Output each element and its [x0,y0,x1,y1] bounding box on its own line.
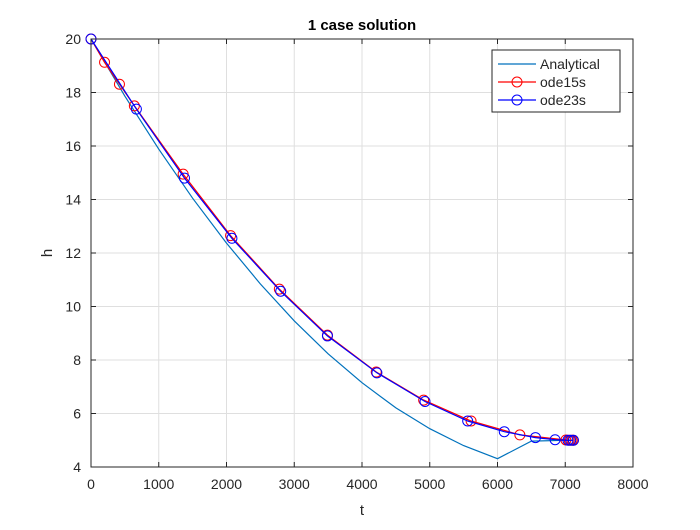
data-point-ode23s [130,103,142,115]
x-tick-label: 5000 [414,476,445,492]
x-tick-label: 0 [87,476,95,492]
y-tick-label: 10 [65,299,81,315]
x-tick-label: 2000 [211,476,242,492]
series-layer [85,33,579,460]
x-tick-label: 8000 [617,476,648,492]
x-tick-label: 1000 [143,476,174,492]
data-point-ode23s [226,232,238,244]
data-point-ode15s [273,283,285,295]
series-line-ode23s [90,38,574,441]
data-point-ode15s [128,100,140,112]
y-tick-label: 16 [65,138,81,154]
chart-title: 1 case solution [308,17,416,34]
legend-label-ode15s: ode15s [540,74,586,90]
legend-label-ode23s: ode23s [540,92,586,108]
data-point-ode23s [462,415,474,427]
data-point-ode23s [419,395,431,407]
data-point-ode15s [514,429,526,441]
x-axis-label: t [360,502,365,519]
legend-marker-ode23s [511,94,523,106]
legend-label-analytical: Analytical [540,56,600,72]
x-tick-label: 6000 [482,476,513,492]
legend: Analytical ode15s ode23s [491,49,621,113]
y-tick-label: 18 [65,85,81,101]
y-tick-label: 14 [65,192,81,208]
y-tick-label: 20 [65,31,81,47]
y-axis-label: h [39,249,56,257]
data-point-ode23s [567,434,579,446]
y-tick-label: 8 [73,352,81,368]
data-point-ode23s [549,434,561,446]
y-tick-label: 12 [65,245,81,261]
data-point-ode23s [371,367,383,379]
series-line-analytical [90,38,574,460]
y-tick-label: 4 [73,459,81,475]
y-tick-label: 6 [73,406,81,422]
x-tick-label: 7000 [550,476,581,492]
data-point-ode15s [370,366,382,378]
data-point-ode15s [113,78,125,90]
legend-marker-ode15s [511,76,523,88]
data-point-ode23s [275,285,287,297]
data-point-ode15s [465,415,477,427]
data-point-ode23s [321,330,333,342]
data-point-ode23s [565,434,577,446]
x-tick-label: 3000 [279,476,310,492]
legend-box [491,49,621,113]
data-point-ode15s [418,394,430,406]
data-point-ode15s [99,56,111,68]
x-tick-label: 4000 [346,476,377,492]
tick-layer: 0 1000 2000 3000 4000 5000 6000 7000 8000 4 6 8 10 12… [65,31,648,492]
data-point-ode23s [562,434,574,446]
data-point-ode23s [529,432,541,444]
data-point-ode23s [498,426,510,438]
data-point-ode23s [178,172,190,184]
